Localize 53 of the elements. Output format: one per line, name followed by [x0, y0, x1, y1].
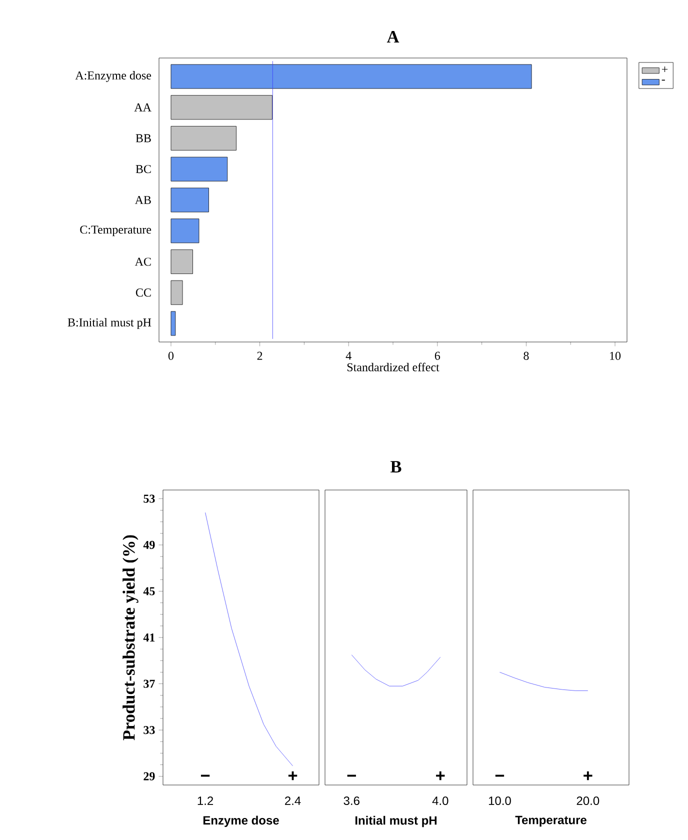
bar — [170, 218, 200, 244]
x-tick-label: 4.0 — [432, 796, 448, 806]
y-tick-label: 33 — [144, 726, 155, 734]
y-tick-label: 37 — [144, 680, 155, 688]
y-tick-label: BC — [136, 165, 151, 174]
x-tick-label: 4 — [346, 352, 352, 360]
annotation: + — [288, 771, 298, 780]
annotation: − — [200, 774, 210, 777]
y-tick-label: 41 — [143, 634, 155, 642]
y-tick-label: B:Initial must pH — [68, 318, 152, 329]
annotation: − — [347, 774, 356, 777]
bar — [170, 249, 193, 274]
y-tick-label: A:Enzyme dose — [75, 71, 152, 82]
chart-title: A — [386, 31, 400, 42]
x-tick-label: 20.0 — [576, 796, 600, 806]
bar — [170, 188, 209, 212]
y-tick-label: AA — [134, 103, 152, 112]
x-tick-label: 6 — [434, 352, 440, 360]
y-tick-label: 45 — [143, 587, 155, 596]
x-tick-label: 10 — [610, 352, 621, 360]
annotation: − — [495, 774, 504, 777]
bar — [170, 311, 176, 336]
bar — [170, 156, 228, 182]
bar — [170, 126, 236, 150]
bar — [170, 280, 183, 305]
x-tick-label: 0 — [168, 352, 174, 360]
bar — [170, 64, 532, 89]
annotation: + — [584, 771, 592, 780]
x-tick-label: 2.4 — [285, 796, 301, 805]
x-tick-label: 2 — [257, 352, 262, 360]
y-tick-label: 29 — [144, 772, 155, 780]
legend-label: - — [662, 80, 665, 81]
x-tick-label: 1.2 — [198, 796, 214, 805]
y-tick-label: BB — [136, 134, 151, 142]
x-tick-label: 3.6 — [344, 796, 360, 806]
chart-title: B — [390, 461, 402, 472]
y-tick-label: 53 — [144, 494, 155, 503]
y-tick-label: 49 — [143, 540, 155, 549]
x-tick-label: 10.0 — [488, 796, 511, 806]
bar — [170, 95, 272, 120]
x-axis-title: Enzyme dose — [203, 816, 279, 827]
legend-label: + — [662, 66, 668, 72]
y-tick-label: C:Temperature — [80, 226, 152, 236]
x-tick-label: 8 — [524, 352, 529, 360]
x-axis-title: Temperature — [515, 816, 586, 827]
x-axis-title: Initial must pH — [355, 816, 437, 828]
annotation: + — [436, 771, 445, 780]
y-tick-label: AB — [134, 196, 151, 204]
y-tick-label: CC — [136, 288, 151, 297]
line-series — [205, 512, 293, 766]
y-tick-label: AC — [134, 258, 151, 266]
y-axis-title: Product-substrate yield (%) — [122, 535, 138, 740]
x-axis-title: Standardized effect — [347, 362, 440, 372]
